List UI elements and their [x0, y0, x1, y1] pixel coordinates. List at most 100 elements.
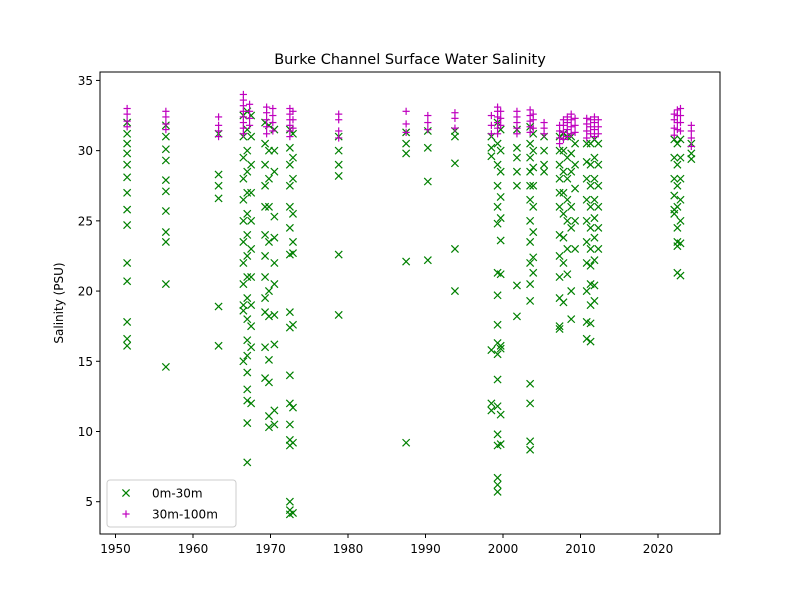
data-point [450, 287, 459, 296]
data-point [288, 320, 297, 329]
x-tick-label: 1960 [178, 542, 209, 556]
data-point [402, 120, 410, 128]
data-point [590, 233, 599, 242]
data-point [586, 319, 595, 328]
data-point [567, 149, 576, 158]
data-point [123, 277, 132, 286]
data-point [243, 209, 252, 218]
y-tick-label: 25 [78, 214, 93, 228]
data-point [123, 317, 132, 326]
data-point [123, 334, 132, 343]
data-point [676, 111, 685, 120]
data-point [563, 270, 572, 279]
data-point [261, 160, 270, 169]
x-tick-label: 1950 [100, 542, 131, 556]
data-point [687, 127, 695, 135]
data-point [571, 121, 579, 129]
data-point [243, 419, 252, 428]
data-point [243, 336, 252, 345]
data-point [243, 368, 252, 377]
data-point [559, 128, 568, 136]
data-point [487, 406, 496, 415]
data-point [594, 116, 602, 124]
data-point [676, 195, 685, 204]
data-point [590, 118, 599, 127]
data-point [493, 291, 502, 300]
data-point [555, 272, 564, 282]
data-point [496, 192, 505, 202]
data-point [493, 181, 502, 190]
x-tick-label: 1990 [410, 542, 441, 556]
data-point [247, 301, 256, 310]
data-point [123, 129, 132, 138]
data-point [487, 130, 495, 138]
data-point [214, 302, 223, 311]
data-point [555, 202, 564, 211]
data-point [487, 111, 495, 120]
data-point [214, 341, 223, 350]
data-point [243, 315, 252, 324]
data-point [402, 257, 411, 266]
data-point [526, 379, 535, 388]
data-point [496, 344, 505, 353]
data-point [288, 174, 297, 183]
data-point [239, 357, 248, 366]
y-tick-label: 15 [78, 355, 93, 369]
data-point [513, 130, 521, 138]
data-point [123, 110, 131, 118]
data-point [214, 170, 223, 179]
data-point [161, 237, 170, 246]
data-point [335, 134, 343, 142]
data-point [247, 399, 256, 408]
data-point [123, 139, 132, 148]
data-point [567, 202, 576, 211]
data-point [288, 153, 297, 162]
data-point [559, 188, 568, 197]
x-tick-label: 1970 [255, 542, 286, 556]
data-point [162, 113, 170, 121]
data-point [555, 146, 564, 155]
x-axis: 1950 1960 1970 1980 1990 2000 2010 2020 [100, 534, 673, 556]
data-point [264, 312, 273, 321]
data-point [583, 127, 591, 135]
data-point [594, 202, 603, 211]
data-point [243, 251, 252, 260]
data-point [563, 118, 571, 127]
data-point [567, 130, 575, 138]
data-point [288, 438, 297, 447]
data-point [450, 244, 459, 253]
data-point [594, 160, 603, 169]
data-point [123, 188, 132, 197]
data-point [263, 116, 271, 124]
data-point [161, 145, 170, 154]
data-point [670, 191, 679, 200]
data-point [239, 174, 248, 183]
data-point [261, 202, 270, 211]
data-point [571, 184, 580, 193]
data-point [583, 134, 591, 142]
data-point [529, 146, 538, 155]
data-point [247, 160, 256, 169]
data-point [286, 132, 294, 141]
data-point [239, 237, 248, 246]
data-point [261, 139, 270, 148]
data-point [123, 258, 132, 268]
data-point [571, 216, 580, 225]
data-point [590, 256, 599, 265]
data-point [567, 223, 576, 232]
data-point [512, 181, 521, 190]
data-point [451, 114, 459, 122]
data-point [239, 306, 248, 315]
data-point [247, 188, 256, 197]
data-point [264, 202, 273, 211]
data-point [247, 244, 256, 253]
data-point [288, 237, 297, 246]
data-point [526, 445, 535, 454]
data-point [512, 153, 521, 162]
data-point [285, 160, 294, 169]
x-tick-label: 1980 [333, 542, 364, 556]
data-point [512, 312, 521, 321]
data-point [497, 114, 505, 122]
data-point [243, 272, 252, 282]
data-point [496, 214, 505, 223]
